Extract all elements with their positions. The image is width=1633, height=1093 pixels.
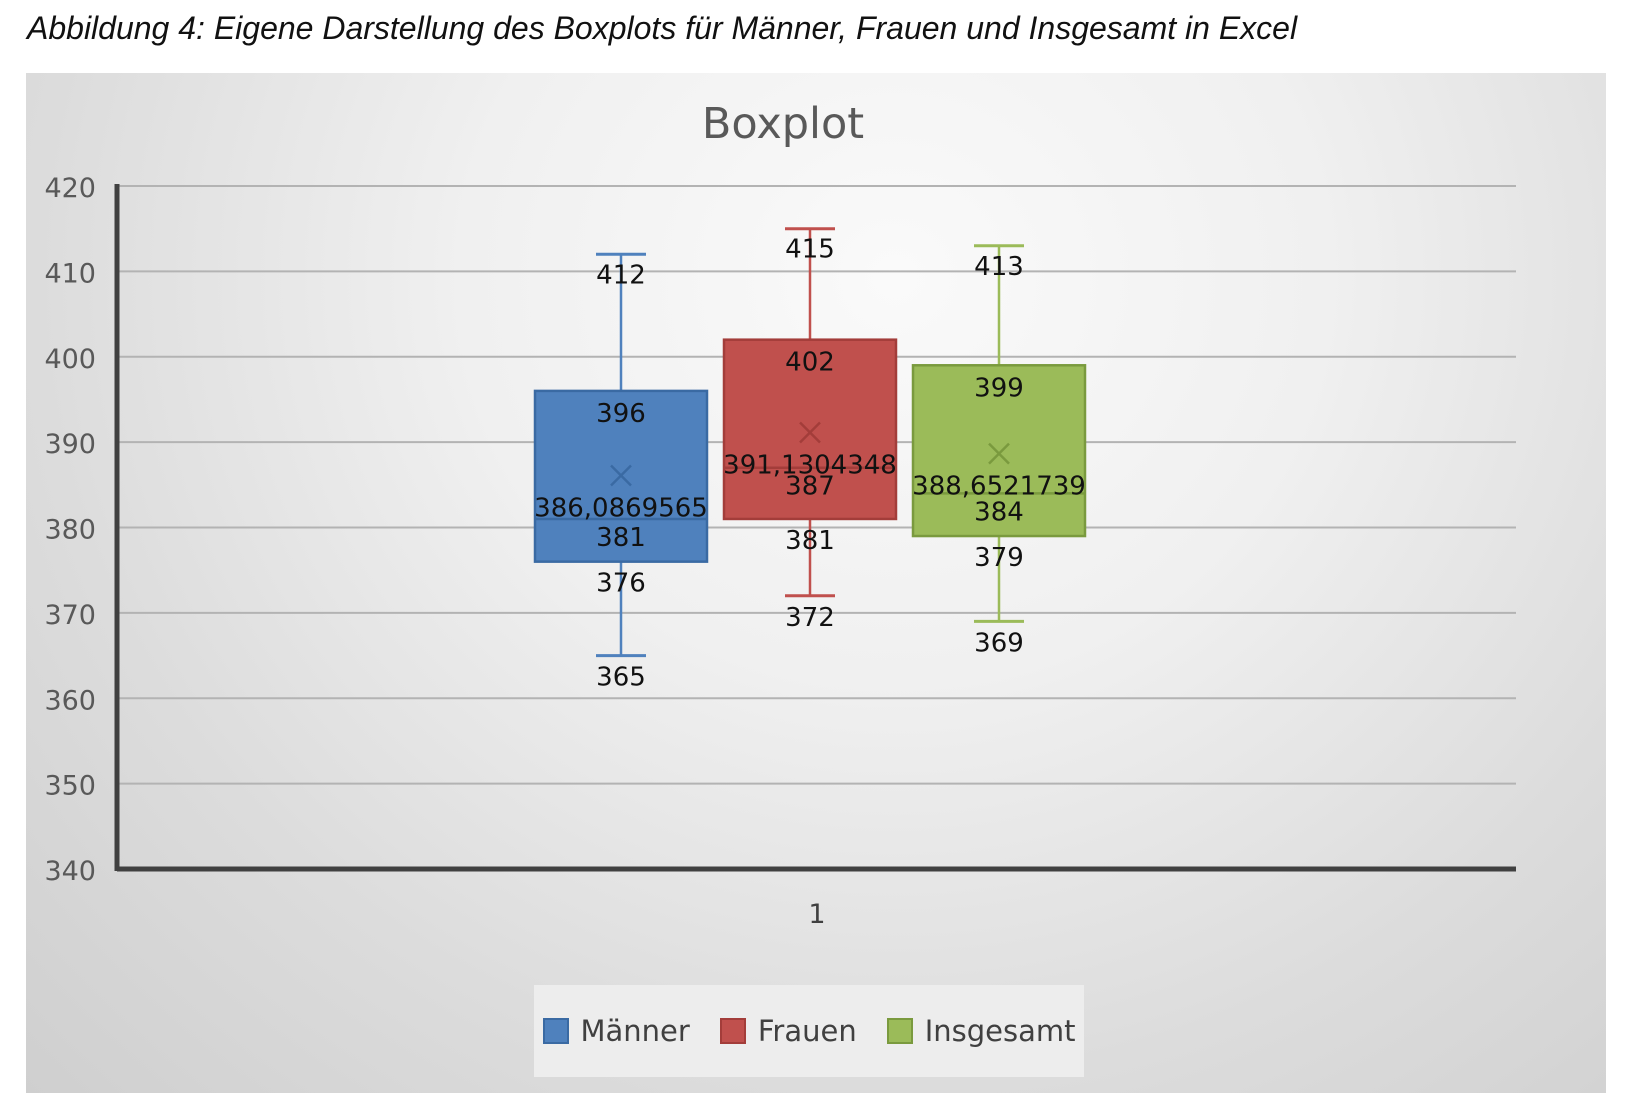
data-label-median: 387 — [785, 472, 835, 502]
y-tick-label: 350 — [44, 771, 96, 802]
legend-swatch — [886, 1018, 913, 1044]
y-tick-label: 420 — [44, 173, 96, 204]
data-label-q3: 399 — [974, 373, 1024, 403]
legend-swatch — [542, 1018, 569, 1044]
data-label-q1: 376 — [596, 569, 646, 599]
data-label-max: 412 — [596, 260, 646, 290]
data-label-min: 365 — [596, 663, 646, 693]
x-tick-label: 1 — [808, 899, 825, 930]
data-label-q3: 396 — [596, 399, 646, 429]
chart-area: 340 350 360 370 380 390 400 410 420 1 412 396 386,0… — [26, 73, 1606, 1093]
legend-label: Männer — [580, 1014, 690, 1048]
data-label-median: 384 — [974, 497, 1024, 527]
legend-item: Frauen — [719, 1014, 857, 1048]
data-label-q1: 381 — [785, 526, 835, 556]
data-label-max: 415 — [785, 235, 835, 265]
box-2 — [911, 364, 1087, 538]
y-tick-label: 370 — [44, 600, 96, 631]
data-label-max: 413 — [974, 252, 1024, 282]
axes: 340 350 360 370 380 390 400 410 420 1 — [44, 173, 1516, 930]
data-label-q1: 379 — [974, 543, 1024, 573]
mean-marker — [610, 464, 632, 487]
box-1 — [722, 338, 898, 521]
mean-marker — [988, 442, 1010, 465]
data-label-min: 369 — [974, 628, 1024, 658]
y-tick-label: 410 — [44, 258, 96, 289]
data-label-median: 381 — [596, 523, 646, 553]
data-label-q3: 402 — [785, 348, 835, 378]
y-tick-label: 380 — [44, 515, 96, 546]
y-tick-label: 340 — [44, 856, 96, 887]
legend-swatch — [719, 1018, 746, 1044]
chart-title: Boxplot — [702, 99, 864, 149]
y-tick-label: 400 — [44, 344, 96, 375]
data-label-mean: 386,0869565 — [534, 494, 708, 524]
data-labels: 412396386,0869565381376365415402391,1304… — [534, 235, 1086, 693]
mean-marker — [799, 421, 821, 444]
legend-item: Insgesamt — [886, 1014, 1076, 1048]
y-tick-label: 360 — [44, 685, 96, 716]
legend-label: Frauen — [757, 1014, 857, 1048]
data-label-mean: 388,6521739 — [912, 472, 1086, 502]
data-label-min: 372 — [785, 603, 835, 633]
y-tick-label: 390 — [44, 429, 96, 460]
legend-label: Insgesamt — [924, 1014, 1076, 1048]
figure-caption: Abbildung 4: Eigene Darstellung des Boxp… — [27, 10, 1298, 46]
boxplot-chart: 340 350 360 370 380 390 400 410 420 1 412 396 386,0… — [44, 99, 1516, 930]
data-label-mean: 391,1304348 — [723, 450, 897, 480]
boxes — [533, 227, 1087, 658]
legend-item: Männer — [542, 1014, 690, 1048]
legend: Männer Frauen Insgesamt — [534, 985, 1084, 1077]
